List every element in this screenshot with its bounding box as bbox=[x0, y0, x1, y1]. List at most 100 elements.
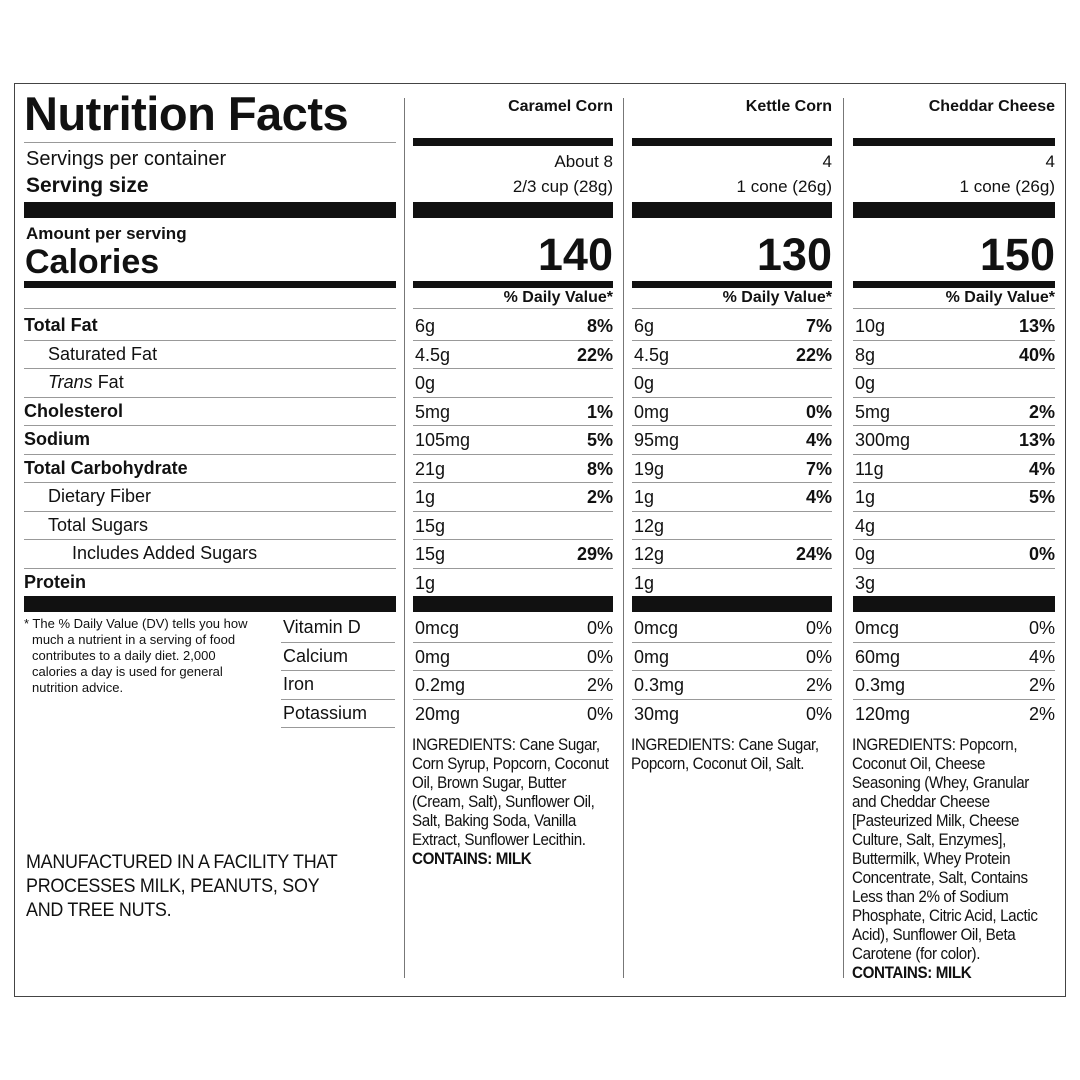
rule bbox=[632, 596, 832, 612]
servings-label: Servings per container bbox=[26, 148, 227, 170]
product-name: Caramel Corn bbox=[508, 98, 613, 115]
nutrient-dv: 22% bbox=[795, 344, 832, 365]
nutrient-amount: 0g bbox=[855, 373, 876, 393]
calories: 140 bbox=[537, 229, 613, 280]
rule bbox=[632, 425, 832, 426]
nutrient-dv: 1% bbox=[586, 401, 613, 422]
nutrient-label-text: Total Sugars bbox=[48, 514, 149, 535]
column-divider bbox=[623, 98, 624, 978]
rule bbox=[853, 425, 1055, 426]
servings: 4 bbox=[822, 152, 832, 171]
nutrient-label: Saturated Fat bbox=[48, 344, 157, 365]
rule bbox=[853, 567, 1055, 569]
rule bbox=[281, 670, 395, 671]
nutrient-dv: 4% bbox=[1028, 458, 1055, 479]
nutrient-label-text: Dietary Fiber bbox=[48, 486, 152, 506]
nutrient-label-text: Protein bbox=[24, 571, 87, 592]
nutrient-amount: 0g bbox=[415, 373, 436, 393]
nutrient-dv: 5% bbox=[586, 430, 613, 450]
nutrient-dv: 13% bbox=[1018, 316, 1055, 336]
nutrient-amount: 0g bbox=[855, 544, 876, 564]
nutrient-amount: 11g bbox=[855, 458, 884, 479]
calories: 130 bbox=[756, 229, 832, 280]
rule bbox=[24, 510, 396, 512]
nutrient-dv: 29% bbox=[576, 544, 613, 564]
rule bbox=[853, 138, 1055, 146]
vitamin-label: Calcium bbox=[283, 645, 349, 666]
ingredients-block: INGREDIENTS: Cane Sugar, Corn Syrup, Pop… bbox=[412, 736, 612, 869]
rule bbox=[632, 567, 832, 569]
nutrient-dv: 2% bbox=[586, 487, 613, 507]
vitamin-amount: 0.3mg bbox=[855, 675, 906, 695]
rule bbox=[413, 698, 613, 700]
rule bbox=[853, 698, 1055, 700]
nutrient-label: Trans Fat bbox=[48, 372, 124, 393]
servings: 4 bbox=[1045, 152, 1055, 171]
allergen-statement: CONTAINS: MILK bbox=[412, 850, 532, 868]
rule bbox=[853, 453, 1055, 455]
rule bbox=[853, 202, 1055, 218]
nutrient-amount: 3g bbox=[855, 572, 876, 593]
rule bbox=[281, 698, 395, 700]
rule bbox=[413, 641, 613, 643]
rule bbox=[413, 567, 613, 569]
nutrient-label: Total Fat bbox=[24, 315, 98, 336]
nutrient-amount: 12g bbox=[634, 515, 665, 536]
nutrient-label-text: Total Fat bbox=[24, 315, 98, 335]
nutrient-amount: 6g bbox=[634, 316, 655, 336]
nutrient-label-text: Total Carbohydrate bbox=[24, 457, 188, 478]
calories: 150 bbox=[979, 229, 1055, 280]
rule bbox=[413, 202, 613, 218]
nutrient-label: Total Carbohydrate bbox=[24, 458, 188, 479]
rule bbox=[413, 308, 613, 309]
nutrient-amount: 1g bbox=[855, 487, 876, 507]
servings: About 8 bbox=[554, 152, 613, 171]
rule bbox=[24, 539, 396, 540]
allergen-statement: CONTAINS: MILK bbox=[852, 964, 972, 982]
rule bbox=[853, 670, 1055, 671]
nutrient-amount: 10g bbox=[855, 316, 886, 336]
vitamin-dv: 0% bbox=[586, 703, 613, 724]
vitamin-dv: 0% bbox=[805, 646, 832, 667]
nutrient-label-text: Fat bbox=[97, 372, 124, 392]
vitamin-amount: 0mg bbox=[634, 646, 670, 667]
rule bbox=[632, 339, 832, 341]
rule bbox=[853, 339, 1055, 341]
ingredients: INGREDIENTS: Cane Sugar, Popcorn, Coconu… bbox=[631, 736, 819, 773]
rule bbox=[24, 142, 396, 143]
vitamin-dv: 0% bbox=[805, 618, 832, 638]
rule bbox=[413, 596, 613, 612]
nutrient-amount: 6g bbox=[415, 316, 436, 336]
rule bbox=[632, 202, 832, 218]
rule bbox=[853, 539, 1055, 540]
rule bbox=[413, 368, 613, 369]
serving-size: 1 cone (26g) bbox=[959, 177, 1055, 196]
nutrient-label-text: Includes Added Sugars bbox=[72, 543, 258, 563]
vitamin-amount: 0.2mg bbox=[415, 675, 466, 695]
nutrient-dv: 0% bbox=[805, 401, 832, 422]
nutrient-label: Protein bbox=[24, 572, 86, 593]
rule bbox=[853, 641, 1055, 643]
rule bbox=[24, 368, 396, 369]
nutrient-amount: 4g bbox=[855, 515, 876, 536]
nutrient-amount: 15g bbox=[415, 515, 446, 536]
vitamin-label: Vitamin D bbox=[283, 617, 361, 637]
nutrient-label-italic: Trans bbox=[48, 372, 98, 392]
rule bbox=[24, 453, 396, 455]
vitamin-amount: 0mcg bbox=[415, 618, 460, 638]
product-name: Kettle Corn bbox=[745, 98, 832, 115]
rule bbox=[413, 281, 613, 288]
rule bbox=[24, 396, 396, 398]
rule bbox=[413, 138, 613, 146]
nutrient-label: Includes Added Sugars bbox=[72, 543, 257, 564]
vitamin-amount: 0mcg bbox=[634, 618, 679, 638]
vitamin-label: Iron bbox=[283, 674, 315, 694]
nutrient-amount: 0g bbox=[634, 373, 655, 393]
rule bbox=[413, 396, 613, 398]
column-divider bbox=[404, 98, 405, 978]
vitamin-amount: 120mg bbox=[855, 703, 911, 724]
dv-header: % Daily Value* bbox=[722, 289, 832, 306]
facility-statement: MANUFACTURED IN A FACILITY THAT PROCESSE… bbox=[26, 851, 338, 921]
amount-label: Amount per serving bbox=[26, 224, 187, 243]
